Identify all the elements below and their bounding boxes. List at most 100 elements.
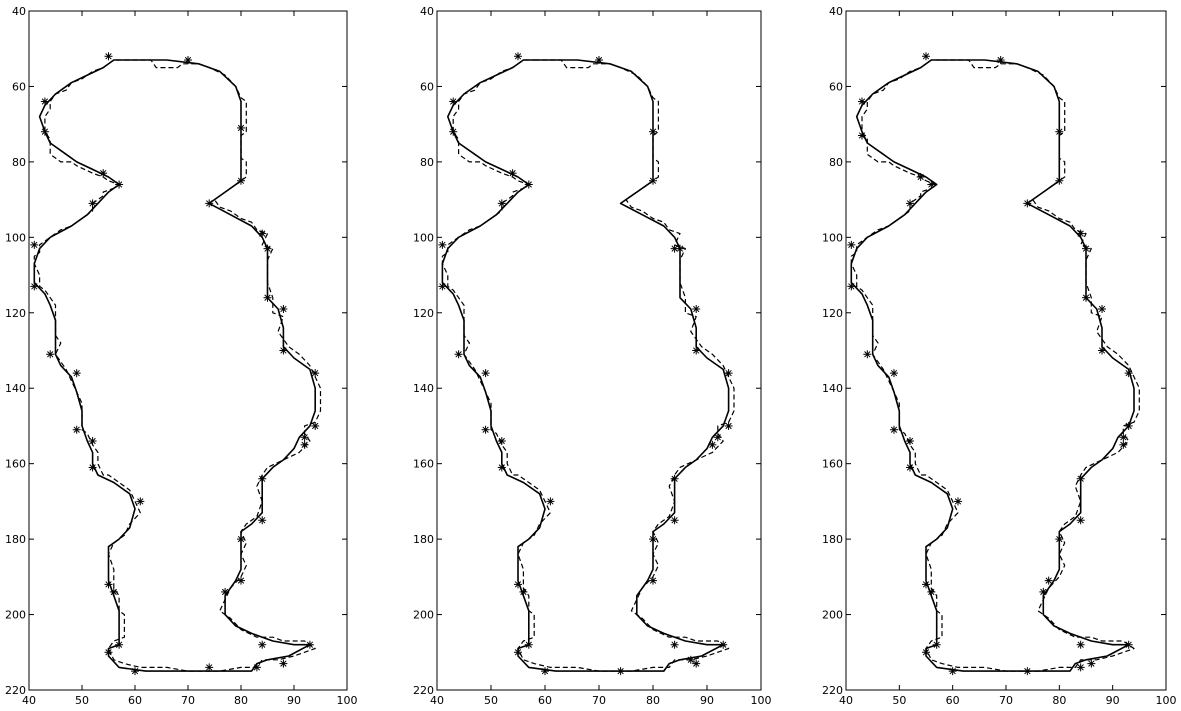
y-tick-label: 220 <box>413 684 434 697</box>
x-tick-label: 90 <box>700 694 714 707</box>
star-marker <box>1087 659 1096 668</box>
y-tick-label: 180 <box>413 533 434 546</box>
y-tick-label: 120 <box>822 307 843 320</box>
star-marker <box>88 199 97 208</box>
star-marker-stroke <box>890 369 898 377</box>
star-marker <box>670 474 679 483</box>
y-tick-label: 140 <box>822 382 843 395</box>
star-marker-stroke <box>671 475 678 482</box>
star-marker <box>546 497 555 506</box>
star-marker <box>616 667 625 676</box>
star-marker <box>300 433 309 442</box>
star-marker-stroke <box>997 56 1004 64</box>
star-marker-stroke <box>184 56 192 64</box>
star-marker-stroke <box>280 305 287 313</box>
x-tick-label: 60 <box>128 694 142 707</box>
star-marker-stroke <box>917 173 924 181</box>
star-marker <box>649 535 657 544</box>
star-marker <box>258 640 267 649</box>
y-tick-label: 40 <box>829 5 843 18</box>
star-marker <box>954 497 962 506</box>
star-marker <box>649 127 657 136</box>
star-marker-stroke <box>649 535 657 543</box>
star-marker <box>104 580 113 589</box>
star-marker <box>890 425 898 434</box>
star-marker <box>1124 640 1133 649</box>
star-marker <box>99 169 108 178</box>
star-marker <box>1055 127 1064 136</box>
x-tick-label: 80 <box>646 694 660 707</box>
star-marker <box>237 535 245 544</box>
star-marker-stroke <box>498 464 505 471</box>
star-marker <box>497 437 506 446</box>
star-marker-stroke <box>280 660 287 667</box>
star-marker-stroke <box>439 283 446 290</box>
star-marker <box>906 463 914 472</box>
star-marker <box>237 123 245 132</box>
star-marker-stroke <box>89 464 96 471</box>
star-marker <box>916 172 925 181</box>
star-marker <box>30 282 39 291</box>
y-tick-label: 120 <box>5 307 26 320</box>
star-marker-stroke <box>671 517 678 524</box>
star-marker <box>1076 663 1085 672</box>
star-marker <box>497 463 506 472</box>
star-marker-stroke <box>31 283 38 290</box>
star-marker <box>279 346 288 355</box>
y-tick-label: 60 <box>420 80 434 93</box>
star-marker-stroke <box>1077 664 1084 671</box>
star-marker <box>237 576 245 585</box>
star-marker-stroke <box>1098 347 1106 354</box>
star-marker-stroke <box>525 641 532 648</box>
star-marker <box>514 648 522 657</box>
star-marker-stroke <box>928 588 935 596</box>
star-marker-stroke <box>509 170 516 177</box>
star-marker <box>1023 667 1032 676</box>
star-marker-stroke <box>725 422 732 430</box>
star-marker <box>263 244 272 253</box>
star-marker <box>858 97 866 106</box>
star-marker-stroke <box>259 641 266 648</box>
star-marker-stroke <box>514 649 522 656</box>
star-marker-stroke <box>649 577 657 584</box>
y-tick-label: 140 <box>5 382 26 395</box>
x-tick-label: 70 <box>181 694 195 707</box>
star-marker <box>449 97 458 106</box>
star-marker <box>1039 587 1048 596</box>
x-tick-label: 50 <box>484 694 498 707</box>
x-tick-label: 70 <box>592 694 606 707</box>
star-marker-stroke <box>105 649 112 656</box>
star-marker <box>131 667 139 676</box>
star-marker <box>263 293 272 302</box>
star-marker <box>72 369 81 378</box>
star-marker-stroke <box>1088 660 1095 667</box>
plot-panel-1: 40 50 60 70 80 90 100 40 60 80 100 120 140 160 180 200 2… <box>5 5 358 707</box>
star-marker-stroke <box>105 53 112 60</box>
star-marker-stroke <box>105 581 112 588</box>
x-tick-label: 60 <box>538 694 552 707</box>
star-marker-stroke <box>73 369 80 377</box>
dashed-contour-line <box>850 59 1140 672</box>
star-marker-stroke <box>259 230 266 237</box>
star-marker-stroke <box>906 437 914 445</box>
star-marker <box>1082 244 1090 253</box>
star-marker-stroke <box>47 351 54 358</box>
star-marker <box>996 56 1005 65</box>
star-marker-stroke <box>264 245 271 252</box>
plot-panel-2: 40 50 60 70 80 90 100 40 60 80 100 120 140 160 180 200 2… <box>413 5 772 707</box>
y-tick-label: 200 <box>5 609 26 622</box>
star-marker-stroke <box>137 498 144 505</box>
star-marker <box>258 474 267 483</box>
y-tick-label: 80 <box>12 156 26 169</box>
star-marker <box>1076 229 1085 238</box>
star-marker-stroke <box>455 351 462 358</box>
y-tick-label: 200 <box>413 609 434 622</box>
star-marker <box>252 663 261 672</box>
star-marker <box>847 240 856 249</box>
star-marker-stroke <box>858 98 866 105</box>
star-marker-stroke <box>541 667 549 675</box>
star-marker-stroke <box>720 641 727 648</box>
star-marker <box>858 131 866 140</box>
star-marker-stroke <box>1120 441 1127 448</box>
